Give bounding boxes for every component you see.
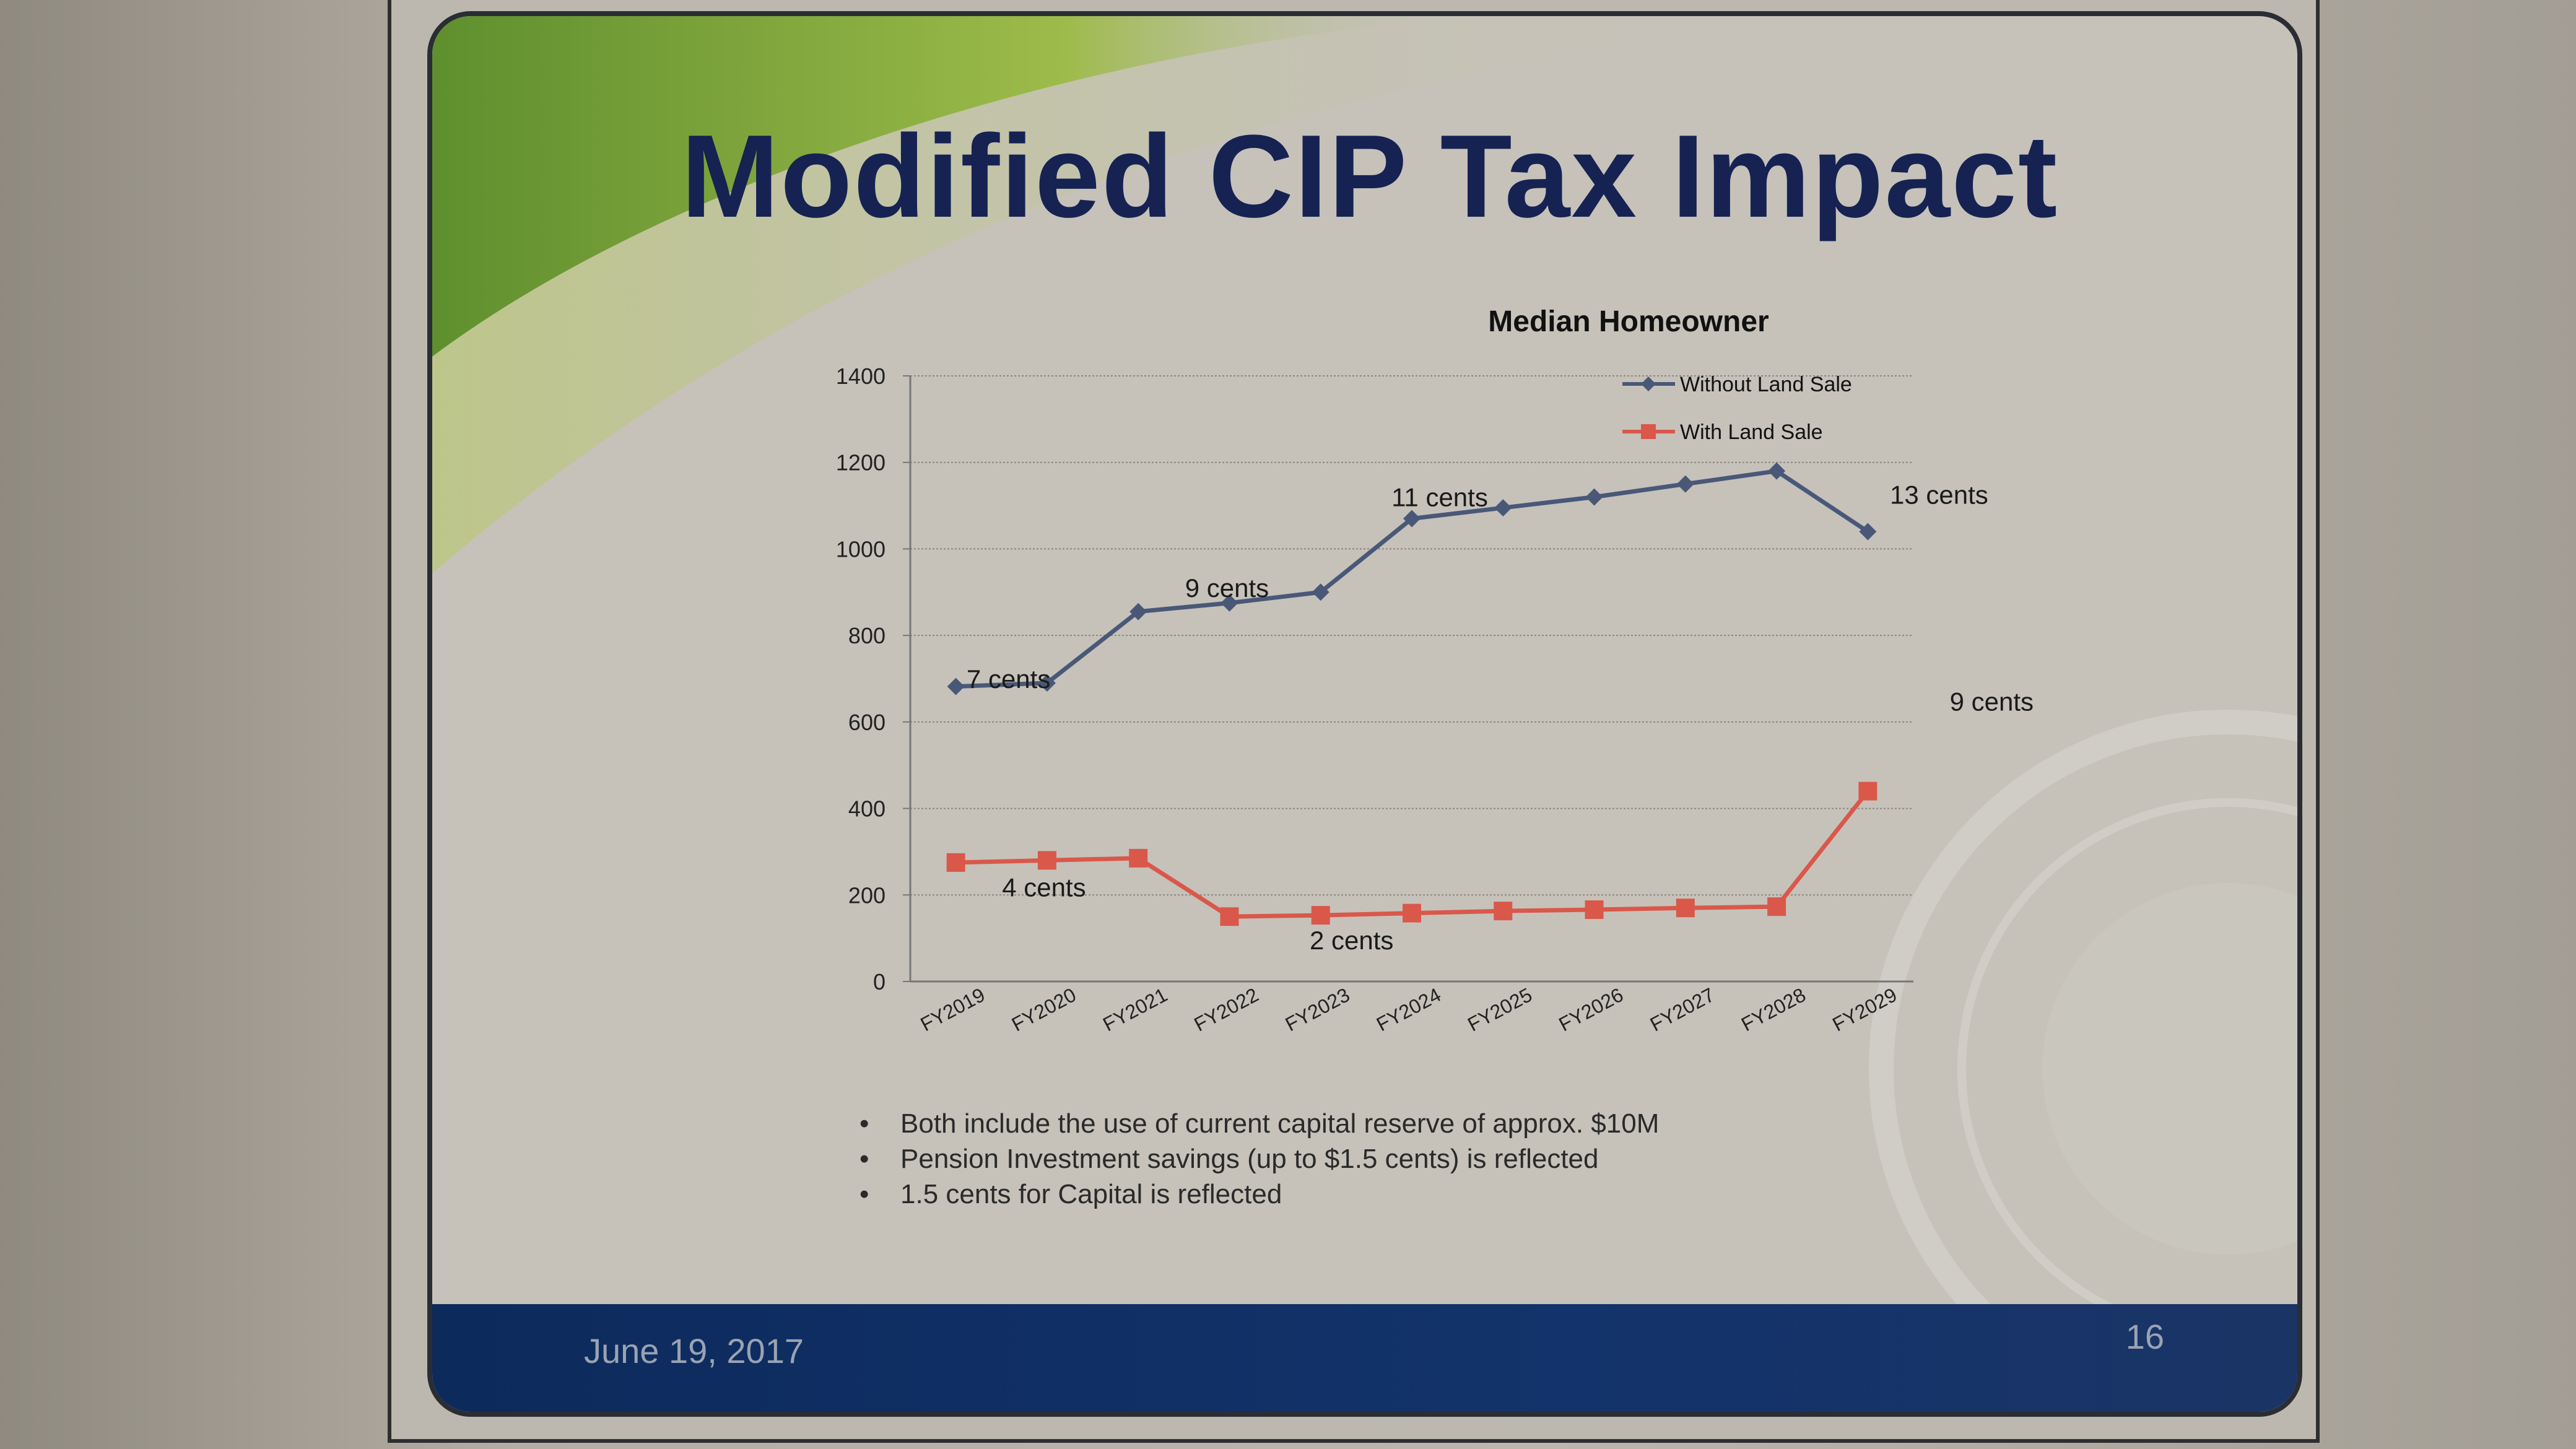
legend-label: Without Land Sale	[1680, 373, 1852, 396]
y-tick-label: 400	[848, 796, 886, 822]
data-point	[1037, 851, 1056, 870]
annotation-label: 2 cents	[1310, 926, 1393, 955]
line-chart: 0 200 400 600 800 1000 1200 1400 FY2019 FY2020 FY2…	[836, 305, 2034, 1035]
series-line	[955, 790, 1870, 919]
data-point	[1859, 523, 1877, 541]
y-tick-label: 1400	[836, 363, 886, 389]
bullet-item: 1.5 cents for Capital is reflected	[859, 1177, 2284, 1212]
page-number: 16	[2125, 1317, 2164, 1356]
data-point	[947, 677, 965, 695]
x-tick-label: FY2022	[1190, 983, 1262, 1035]
annotation-label: 13 cents	[1890, 480, 1988, 509]
data-point	[1858, 781, 1878, 801]
bullet-list: Both include the use of current capital …	[859, 1106, 2284, 1212]
y-tick-label: 0	[873, 969, 886, 994]
x-tick-label: FY2023	[1282, 983, 1354, 1035]
annotation-label: 7 cents	[967, 664, 1050, 694]
data-point	[1038, 674, 1056, 692]
data-point	[1311, 906, 1330, 925]
data-point	[1494, 902, 1513, 921]
chart-title: Median Homeowner	[1488, 305, 1769, 338]
data-point	[1767, 897, 1786, 916]
data-point	[1768, 462, 1786, 480]
x-tick-label: FY2019	[917, 983, 989, 1035]
legend-label: With Land Sale	[1680, 420, 1823, 444]
data-point	[1220, 907, 1239, 926]
x-tick-label: FY2027	[1647, 983, 1718, 1035]
data-point	[1585, 900, 1604, 920]
data-point	[1494, 499, 1512, 517]
annotation-label: 4 cents	[1002, 872, 1086, 902]
y-tick-label: 800	[848, 623, 886, 648]
x-tick-label: FY2028	[1738, 983, 1809, 1035]
bullet-item: Pension Investment savings (up to $1.5 c…	[859, 1141, 2284, 1177]
bullet-item: Both include the use of current capital …	[859, 1106, 2284, 1141]
data-point	[1221, 594, 1238, 612]
legend-marker	[1641, 424, 1656, 439]
y-tick-label: 200	[848, 882, 886, 908]
y-tick-label: 600	[848, 710, 886, 735]
y-tick-label: 1200	[836, 450, 886, 476]
data-point	[1129, 848, 1148, 868]
data-point	[1676, 899, 1695, 918]
annotation-label: 9 cents	[1185, 573, 1269, 603]
x-tick-label: FY2020	[1008, 983, 1080, 1035]
data-point	[1403, 903, 1421, 923]
slide-title: Modified CIP Tax Impact	[681, 111, 2059, 242]
data-point	[1312, 583, 1329, 601]
x-tick-label: FY2024	[1373, 983, 1445, 1035]
data-point	[1403, 510, 1421, 528]
footer-date: June 19, 2017	[584, 1331, 804, 1370]
x-tick-label: FY2025	[1464, 983, 1536, 1035]
data-point	[1676, 475, 1694, 493]
x-tick-label: FY2021	[1099, 983, 1171, 1035]
annotation-label: 11 cents	[1391, 483, 1488, 512]
data-point	[1585, 488, 1603, 506]
decorative-swoosh	[432, 16, 1856, 573]
data-point	[946, 853, 965, 872]
legend-marker	[1641, 376, 1656, 391]
x-tick-label: FY2026	[1555, 983, 1627, 1035]
footer-bar	[432, 1304, 2297, 1412]
data-point	[1129, 603, 1147, 620]
slide: Modified CIP Tax Impact June 19, 2017 16…	[427, 11, 2302, 1417]
x-tick-label: FY2029	[1829, 983, 1900, 1035]
annotation-label: 9 cents	[1950, 687, 2034, 716]
y-tick-label: 1000	[836, 536, 886, 562]
